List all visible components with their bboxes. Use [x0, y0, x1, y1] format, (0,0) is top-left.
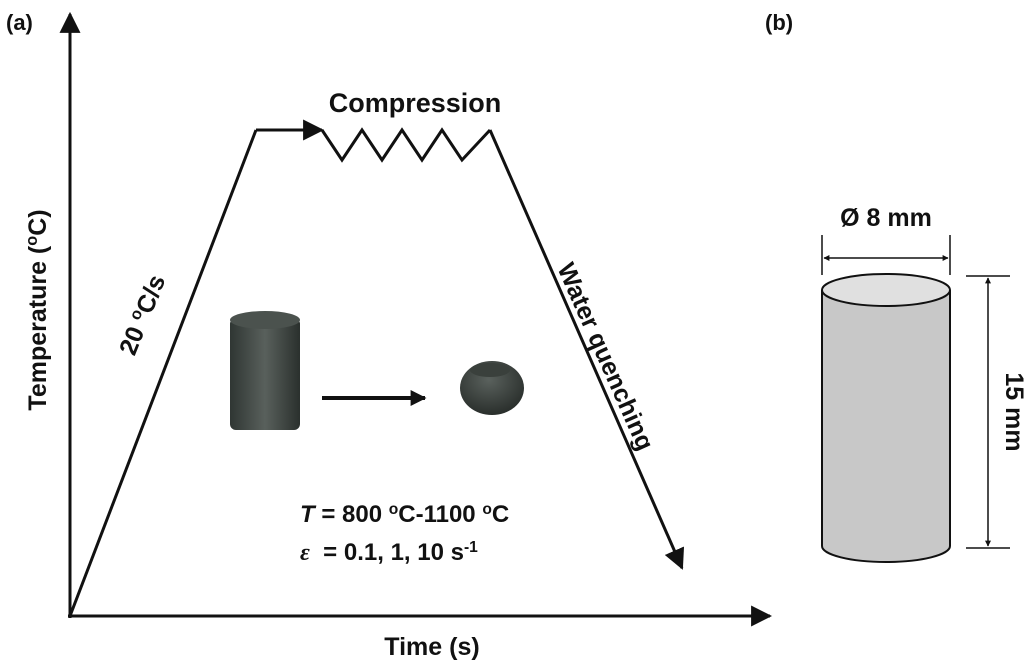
quench-line	[490, 130, 682, 568]
text-part: o	[482, 501, 492, 518]
diameter-label: Ø 8 mm	[840, 204, 932, 232]
heating-line	[70, 130, 256, 616]
figure: (a) Temperature (oC) Time (s) Compressio…	[0, 0, 1033, 666]
text-part: Temperature (	[24, 245, 52, 411]
text-part: o	[23, 236, 41, 246]
text-part: o	[389, 501, 399, 518]
specimen-after-top	[470, 363, 510, 377]
strain-rate: ε = 0.1, 1, 10 s-1	[300, 539, 478, 567]
x-axis-label: Time (s)	[384, 633, 479, 661]
text-part: C/s	[131, 271, 172, 318]
specimen-before-top	[230, 311, 300, 329]
text-part: C	[492, 501, 509, 528]
text-part: = 0.1, 1, 10 s	[310, 539, 464, 566]
text-part: C-1100	[398, 501, 482, 528]
text-part: -1	[464, 539, 478, 556]
quench-label: Water quenching	[551, 259, 659, 455]
heating-rate-label: 20 oC/s	[113, 271, 171, 359]
y-axis-label: Temperature (oC)	[23, 209, 52, 410]
cylinder-side	[822, 290, 950, 562]
compression-zigzag	[322, 130, 490, 160]
text-part: = 800	[315, 501, 389, 528]
text-part: C)	[24, 209, 52, 235]
cylinder-top	[822, 274, 950, 306]
panel-label: (b)	[765, 10, 793, 35]
specimen-before	[230, 318, 300, 430]
height-label: 15 mm	[1000, 372, 1028, 451]
panel-label: (a)	[6, 10, 33, 35]
temperature-range: T = 800 oC-1100 oC	[300, 501, 509, 529]
compression-label: Compression	[329, 88, 502, 118]
text-part: 20	[114, 316, 153, 359]
text-part: ε	[300, 540, 310, 566]
